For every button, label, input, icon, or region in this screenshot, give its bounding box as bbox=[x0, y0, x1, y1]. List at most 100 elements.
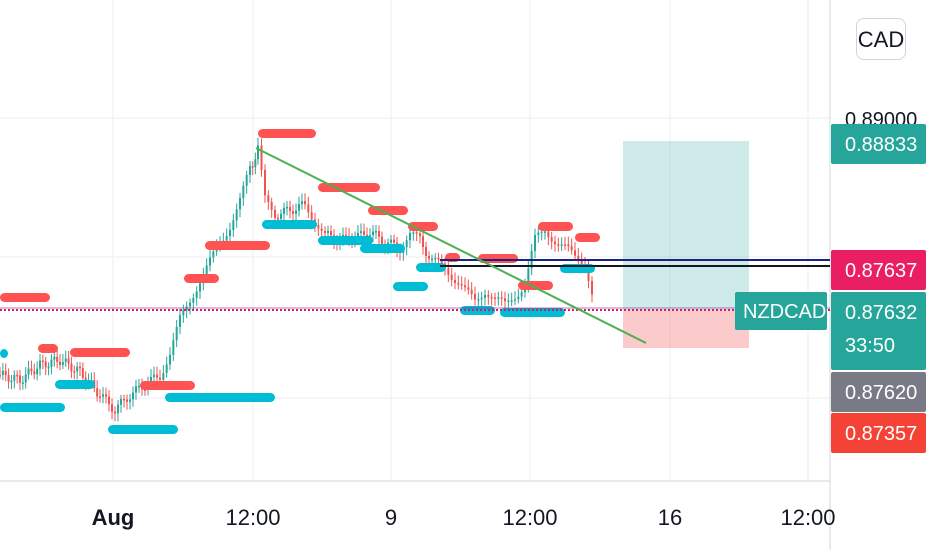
candle-body bbox=[270, 202, 273, 210]
candle-body bbox=[172, 340, 175, 355]
stop-loss-zone[interactable] bbox=[623, 310, 749, 348]
support-level bbox=[318, 236, 373, 245]
candle-body bbox=[298, 204, 300, 211]
price-tag-level-value: 0.87637 bbox=[845, 260, 917, 282]
candle-body bbox=[434, 257, 437, 260]
candle-body bbox=[53, 356, 56, 360]
candle-body bbox=[564, 244, 566, 246]
price-tag-sl: 0.87357 bbox=[831, 413, 926, 453]
candle-body bbox=[10, 380, 13, 383]
take-profit-zone[interactable] bbox=[623, 141, 749, 310]
candle-body bbox=[375, 231, 377, 233]
candle-body bbox=[540, 231, 543, 234]
resistance-level bbox=[575, 233, 600, 242]
candle-body bbox=[295, 210, 297, 214]
candle-body bbox=[574, 250, 576, 256]
candle-body bbox=[537, 232, 540, 236]
candle-body bbox=[229, 229, 231, 237]
candle-body bbox=[267, 195, 270, 203]
candle-body bbox=[195, 291, 198, 298]
candle-body bbox=[192, 297, 195, 303]
candle-body bbox=[96, 388, 99, 397]
x-tick-label: Aug bbox=[92, 505, 135, 530]
price-tag-tp: 0.88833 bbox=[831, 124, 926, 164]
trendline[interactable] bbox=[255, 147, 647, 344]
candle-body bbox=[527, 268, 530, 287]
candle-body bbox=[59, 361, 61, 365]
candle-body bbox=[381, 236, 383, 244]
candle-body bbox=[393, 239, 395, 243]
candle-body bbox=[264, 170, 266, 196]
currency-button[interactable]: CAD bbox=[856, 18, 906, 60]
candle-body bbox=[425, 247, 427, 256]
candle-body bbox=[105, 394, 107, 397]
candle-body bbox=[409, 232, 411, 241]
support-level bbox=[165, 393, 275, 402]
candle-body bbox=[260, 145, 263, 171]
candle-body bbox=[554, 241, 556, 245]
candle-body bbox=[570, 246, 573, 251]
candle-body bbox=[156, 374, 158, 378]
price-tag-current-value: 0.87632 bbox=[845, 302, 917, 324]
symbol-label-text: NZDCAD bbox=[743, 301, 826, 323]
candle-body bbox=[447, 267, 450, 275]
candle-body bbox=[36, 368, 39, 375]
candle-body bbox=[175, 326, 178, 341]
candle-body bbox=[117, 404, 119, 414]
sr-levels-group bbox=[0, 129, 600, 434]
candle-body bbox=[560, 244, 563, 246]
resistance-level bbox=[318, 183, 380, 192]
candle-body bbox=[520, 292, 523, 297]
candle-body bbox=[135, 386, 137, 393]
x-tick-label: 12:00 bbox=[502, 505, 557, 530]
candle-body bbox=[286, 206, 288, 209]
candle-body bbox=[507, 300, 510, 303]
candle-body bbox=[182, 310, 185, 316]
candle-body bbox=[372, 231, 374, 236]
candle-body bbox=[41, 360, 44, 363]
candle-body bbox=[457, 283, 460, 285]
support-level bbox=[0, 403, 65, 412]
candle-body bbox=[390, 239, 392, 243]
candle-body bbox=[550, 237, 553, 242]
candle-body bbox=[16, 374, 19, 377]
candle-body bbox=[360, 231, 362, 233]
candle-body bbox=[274, 209, 276, 218]
countdown-timer: 33:50 bbox=[845, 335, 895, 357]
candle-body bbox=[327, 231, 329, 233]
candle-body bbox=[24, 374, 27, 383]
candle-body bbox=[73, 371, 76, 373]
candle-body bbox=[30, 368, 33, 372]
support-level bbox=[0, 349, 8, 358]
candle-body bbox=[102, 394, 104, 397]
candle-body bbox=[580, 260, 583, 265]
candle-body bbox=[169, 354, 171, 365]
candle-body bbox=[81, 368, 84, 378]
candle-body bbox=[153, 374, 155, 378]
candle-body bbox=[437, 257, 440, 260]
support-level bbox=[416, 263, 446, 272]
candles-group bbox=[0, 137, 593, 422]
candle-body bbox=[129, 399, 131, 402]
support-level bbox=[55, 380, 95, 389]
candle-body bbox=[70, 363, 73, 372]
candle-body bbox=[470, 289, 473, 295]
candle-body bbox=[126, 399, 128, 402]
candle-body bbox=[179, 315, 181, 327]
candle-body bbox=[33, 371, 36, 375]
candle-body bbox=[44, 361, 47, 368]
candle-body bbox=[320, 228, 323, 231]
candle-body bbox=[4, 370, 7, 376]
candle-body bbox=[199, 283, 201, 292]
candle-body bbox=[280, 213, 282, 219]
candle-body bbox=[454, 279, 456, 284]
candle-body bbox=[114, 411, 116, 414]
candle-body bbox=[419, 233, 421, 237]
x-tick-label: 12:00 bbox=[225, 505, 280, 530]
candle-body bbox=[467, 287, 470, 290]
candle-body bbox=[412, 232, 415, 234]
candle-body bbox=[39, 360, 41, 369]
candle-body bbox=[189, 302, 191, 307]
candle-body bbox=[474, 294, 476, 300]
